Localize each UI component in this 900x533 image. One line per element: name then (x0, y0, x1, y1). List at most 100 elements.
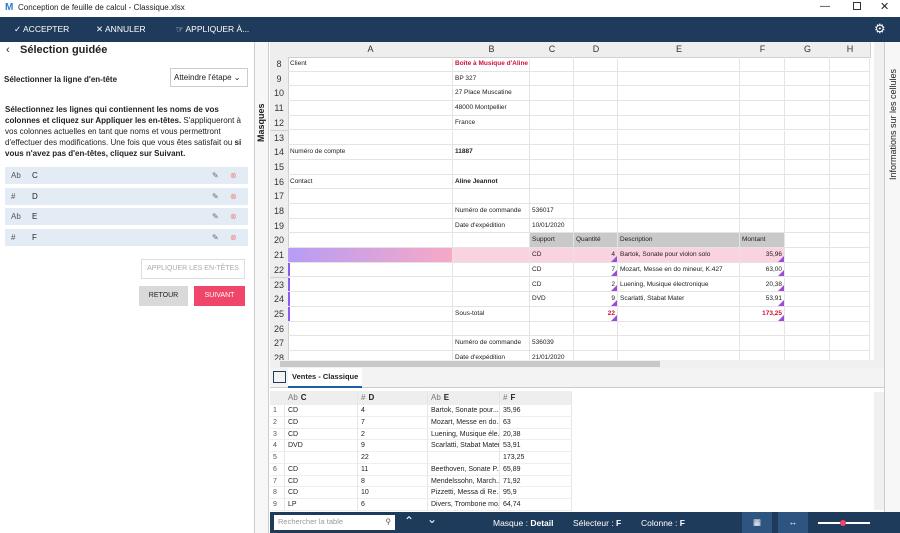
type-icon: # (503, 393, 508, 402)
cell-marker (611, 285, 617, 292)
cell (830, 57, 870, 72)
table-cell: 53,91 (500, 440, 572, 452)
cell (830, 262, 870, 278)
label: Masques (256, 103, 266, 142)
cell: 10/01/2020 (530, 218, 574, 234)
accept-button[interactable]: ✓ ACCEPTER (14, 24, 70, 34)
edit-icon: ✎ (212, 232, 219, 242)
row-header: 21 (270, 248, 289, 264)
cell (574, 115, 618, 131)
column-header: C (530, 42, 575, 58)
type-icon: Ab (11, 171, 21, 180)
next-button[interactable]: ⌄ (427, 512, 438, 526)
cell (830, 248, 870, 263)
cell: 2 (574, 277, 618, 293)
back-button[interactable]: RETOUR (139, 286, 188, 306)
table-cell: Bartok, Sonate pour... (428, 405, 500, 417)
column-header: D (574, 42, 619, 58)
cell (453, 233, 530, 249)
cell (574, 321, 618, 337)
row-header: 24 (270, 292, 289, 308)
selection-bar (288, 277, 290, 293)
cancel-button[interactable]: ✕ ANNULER (96, 24, 146, 34)
table-cell: 95,9 (500, 487, 572, 499)
apply-headers-button[interactable]: APPLIQUER LES EN-TÊTES (141, 259, 245, 279)
cell (785, 292, 830, 307)
cell: France (453, 115, 530, 131)
column-item: # F ✎ ⊗ (5, 228, 248, 246)
cell (530, 86, 574, 102)
cell (785, 233, 830, 249)
cell (453, 159, 530, 175)
row-header: 8 (270, 57, 289, 73)
cell: Boîte à Musique d'Aline (453, 57, 530, 72)
back-arrow[interactable]: ‹ (6, 44, 10, 56)
cell (785, 204, 830, 219)
cell: DVD (530, 292, 574, 307)
search-box[interactable]: Rechercher la table ⚲ (274, 515, 395, 530)
cell (830, 292, 870, 307)
label: Sélecteur : (573, 518, 614, 528)
cell (618, 115, 740, 131)
cell (740, 101, 785, 116)
cell (288, 233, 453, 249)
cell (785, 306, 830, 322)
cell (618, 336, 740, 351)
cell (830, 86, 870, 102)
table-cell: CD (285, 428, 358, 441)
label: ACCEPTER (23, 24, 70, 34)
minimize[interactable]: — (820, 1, 830, 12)
edit-icon: ✎ (212, 171, 219, 180)
edit-icon: ✎ (212, 191, 219, 201)
horizontal-scrollbar[interactable] (270, 360, 884, 368)
cell (574, 145, 618, 160)
panel-title: Sélection guidée (20, 44, 108, 56)
cell (574, 159, 618, 175)
view-button[interactable]: ▦ (742, 512, 772, 533)
table-cell: 9 (358, 440, 428, 452)
table-cell (428, 452, 500, 464)
cell: BP 327 (453, 71, 530, 87)
column-status: Colonne : F (641, 518, 685, 528)
table-cell: 11 (358, 463, 428, 476)
table-cell: 71,92 (500, 475, 572, 488)
cell-info-tab[interactable]: Informations sur les cellules (884, 42, 900, 512)
cell (830, 218, 870, 234)
instruction-text: Sélectionnez les lignes qui contiennent … (5, 105, 219, 125)
cell (740, 57, 785, 72)
table-header: # D (358, 391, 428, 405)
next-button[interactable]: SUIVANT (194, 286, 245, 306)
column-name: F (510, 393, 516, 402)
row-header: 18 (270, 204, 289, 220)
sheet-tab[interactable]: Ventes - Classique (288, 368, 363, 388)
cell (288, 71, 453, 87)
step-dropdown[interactable]: Atteindre l'étape ⌄ (170, 68, 248, 87)
cell: Bartok, Sonate pour violon solo (618, 248, 740, 263)
vertical-scrollbar[interactable] (874, 42, 884, 360)
column-name: F (32, 232, 37, 242)
cell (830, 101, 870, 116)
cell (785, 321, 830, 337)
row-header: 27 (270, 336, 289, 352)
prev-button[interactable]: ⌃ (404, 514, 415, 528)
row-header: 12 (270, 115, 289, 132)
maximize[interactable] (853, 2, 861, 10)
row-header: 20 (270, 233, 289, 250)
zoom-slider[interactable] (818, 520, 870, 526)
cell (785, 277, 830, 293)
close[interactable]: ✕ (880, 1, 890, 13)
cell (574, 189, 618, 204)
cell (288, 292, 453, 307)
table-cell: CD (285, 405, 358, 417)
type-icon: # (11, 191, 16, 201)
cell (618, 101, 740, 116)
row-number: 9 (270, 499, 285, 511)
cell (618, 189, 740, 204)
fit-button[interactable]: ↔ (778, 512, 808, 533)
apply-to-button[interactable]: ☞ APPLIQUER À... (176, 24, 250, 34)
masks-tab[interactable]: Masques (255, 42, 269, 533)
settings[interactable]: ⚙ (874, 21, 886, 36)
cell: 173,25 (740, 306, 785, 322)
table-scrollbar[interactable] (874, 392, 884, 510)
